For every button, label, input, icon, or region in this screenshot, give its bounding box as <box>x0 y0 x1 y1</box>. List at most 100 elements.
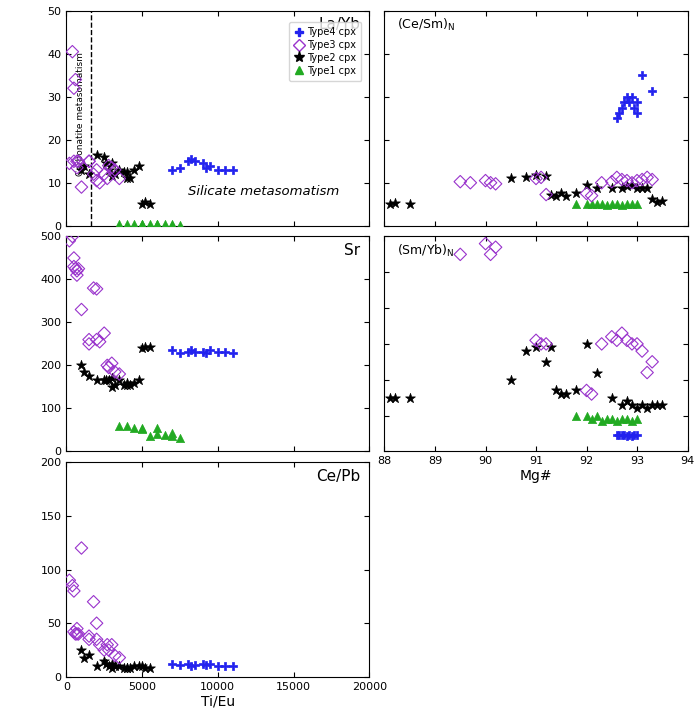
Point <box>641 367 653 379</box>
Point <box>596 198 607 210</box>
Point <box>102 639 113 650</box>
Point <box>540 338 551 350</box>
Point <box>646 193 658 205</box>
Point <box>91 634 102 645</box>
Point <box>616 327 628 339</box>
Point <box>586 413 597 425</box>
Point <box>76 304 87 316</box>
Text: (Ce/Sm)$_\mathrm{N}$: (Ce/Sm)$_\mathrm{N}$ <box>396 17 455 33</box>
Point <box>64 158 75 169</box>
Point <box>228 348 239 359</box>
Point <box>106 639 117 650</box>
Point <box>84 631 95 642</box>
Point <box>190 346 201 358</box>
Point <box>632 338 643 350</box>
Point <box>626 198 637 210</box>
Text: Sr: Sr <box>344 243 360 258</box>
Point <box>505 374 517 385</box>
Point <box>167 164 178 176</box>
Point <box>67 231 78 243</box>
Point <box>121 421 133 432</box>
Point <box>68 252 80 264</box>
Point <box>109 366 120 378</box>
Point <box>71 156 82 167</box>
Point <box>91 660 102 672</box>
Point <box>91 283 102 295</box>
Point <box>626 338 637 350</box>
Point <box>454 248 466 260</box>
Point <box>629 102 640 114</box>
Point <box>114 218 125 230</box>
Point <box>490 241 501 253</box>
Point <box>98 169 110 180</box>
Point <box>137 218 148 230</box>
Point <box>79 160 90 172</box>
Point <box>632 107 643 119</box>
Point <box>84 334 95 345</box>
Point <box>586 198 597 210</box>
Point <box>129 376 140 388</box>
Point <box>76 644 87 656</box>
Point <box>167 658 178 670</box>
Point <box>205 160 216 172</box>
Point <box>591 198 602 210</box>
Point <box>133 660 144 672</box>
Point <box>637 174 648 185</box>
Point <box>614 107 625 119</box>
Point <box>606 182 617 194</box>
Point <box>71 265 82 277</box>
Point <box>641 403 653 414</box>
Point <box>619 96 630 108</box>
Point <box>571 410 582 421</box>
Point <box>220 347 231 358</box>
Point <box>84 338 95 350</box>
Point <box>144 198 155 210</box>
Point <box>137 198 148 210</box>
Point <box>137 424 148 435</box>
Point <box>621 395 632 407</box>
Point <box>646 399 658 411</box>
Point <box>137 422 148 434</box>
Point <box>530 172 542 184</box>
Point <box>109 164 120 176</box>
Point <box>103 644 114 656</box>
Point <box>465 177 476 188</box>
Point <box>220 164 231 176</box>
Point <box>546 342 557 353</box>
Point <box>114 369 125 380</box>
Point <box>88 282 99 294</box>
Point <box>118 167 129 178</box>
Point <box>67 46 78 57</box>
Point <box>84 156 95 167</box>
Point <box>551 190 562 201</box>
Point <box>621 413 632 425</box>
Point <box>109 660 120 672</box>
Point <box>151 219 163 230</box>
Point <box>384 198 395 210</box>
Point <box>535 338 547 350</box>
Point <box>571 188 582 199</box>
Point <box>485 177 496 188</box>
Point <box>71 628 82 640</box>
Point <box>159 219 170 230</box>
Point <box>109 169 120 180</box>
Point <box>601 200 612 211</box>
Point <box>140 662 151 674</box>
Point <box>586 190 597 201</box>
Point <box>591 410 602 421</box>
Point <box>76 542 87 554</box>
Point <box>480 238 491 250</box>
Point <box>79 652 90 663</box>
Point <box>129 660 140 672</box>
Point <box>137 219 148 230</box>
Point <box>228 164 239 176</box>
Point <box>71 623 82 634</box>
Point <box>140 341 151 353</box>
Point <box>591 182 602 194</box>
Point <box>619 429 630 441</box>
Point <box>228 660 239 672</box>
Point <box>91 618 102 629</box>
Point <box>626 431 637 442</box>
Point <box>657 399 668 411</box>
Point <box>205 658 216 670</box>
